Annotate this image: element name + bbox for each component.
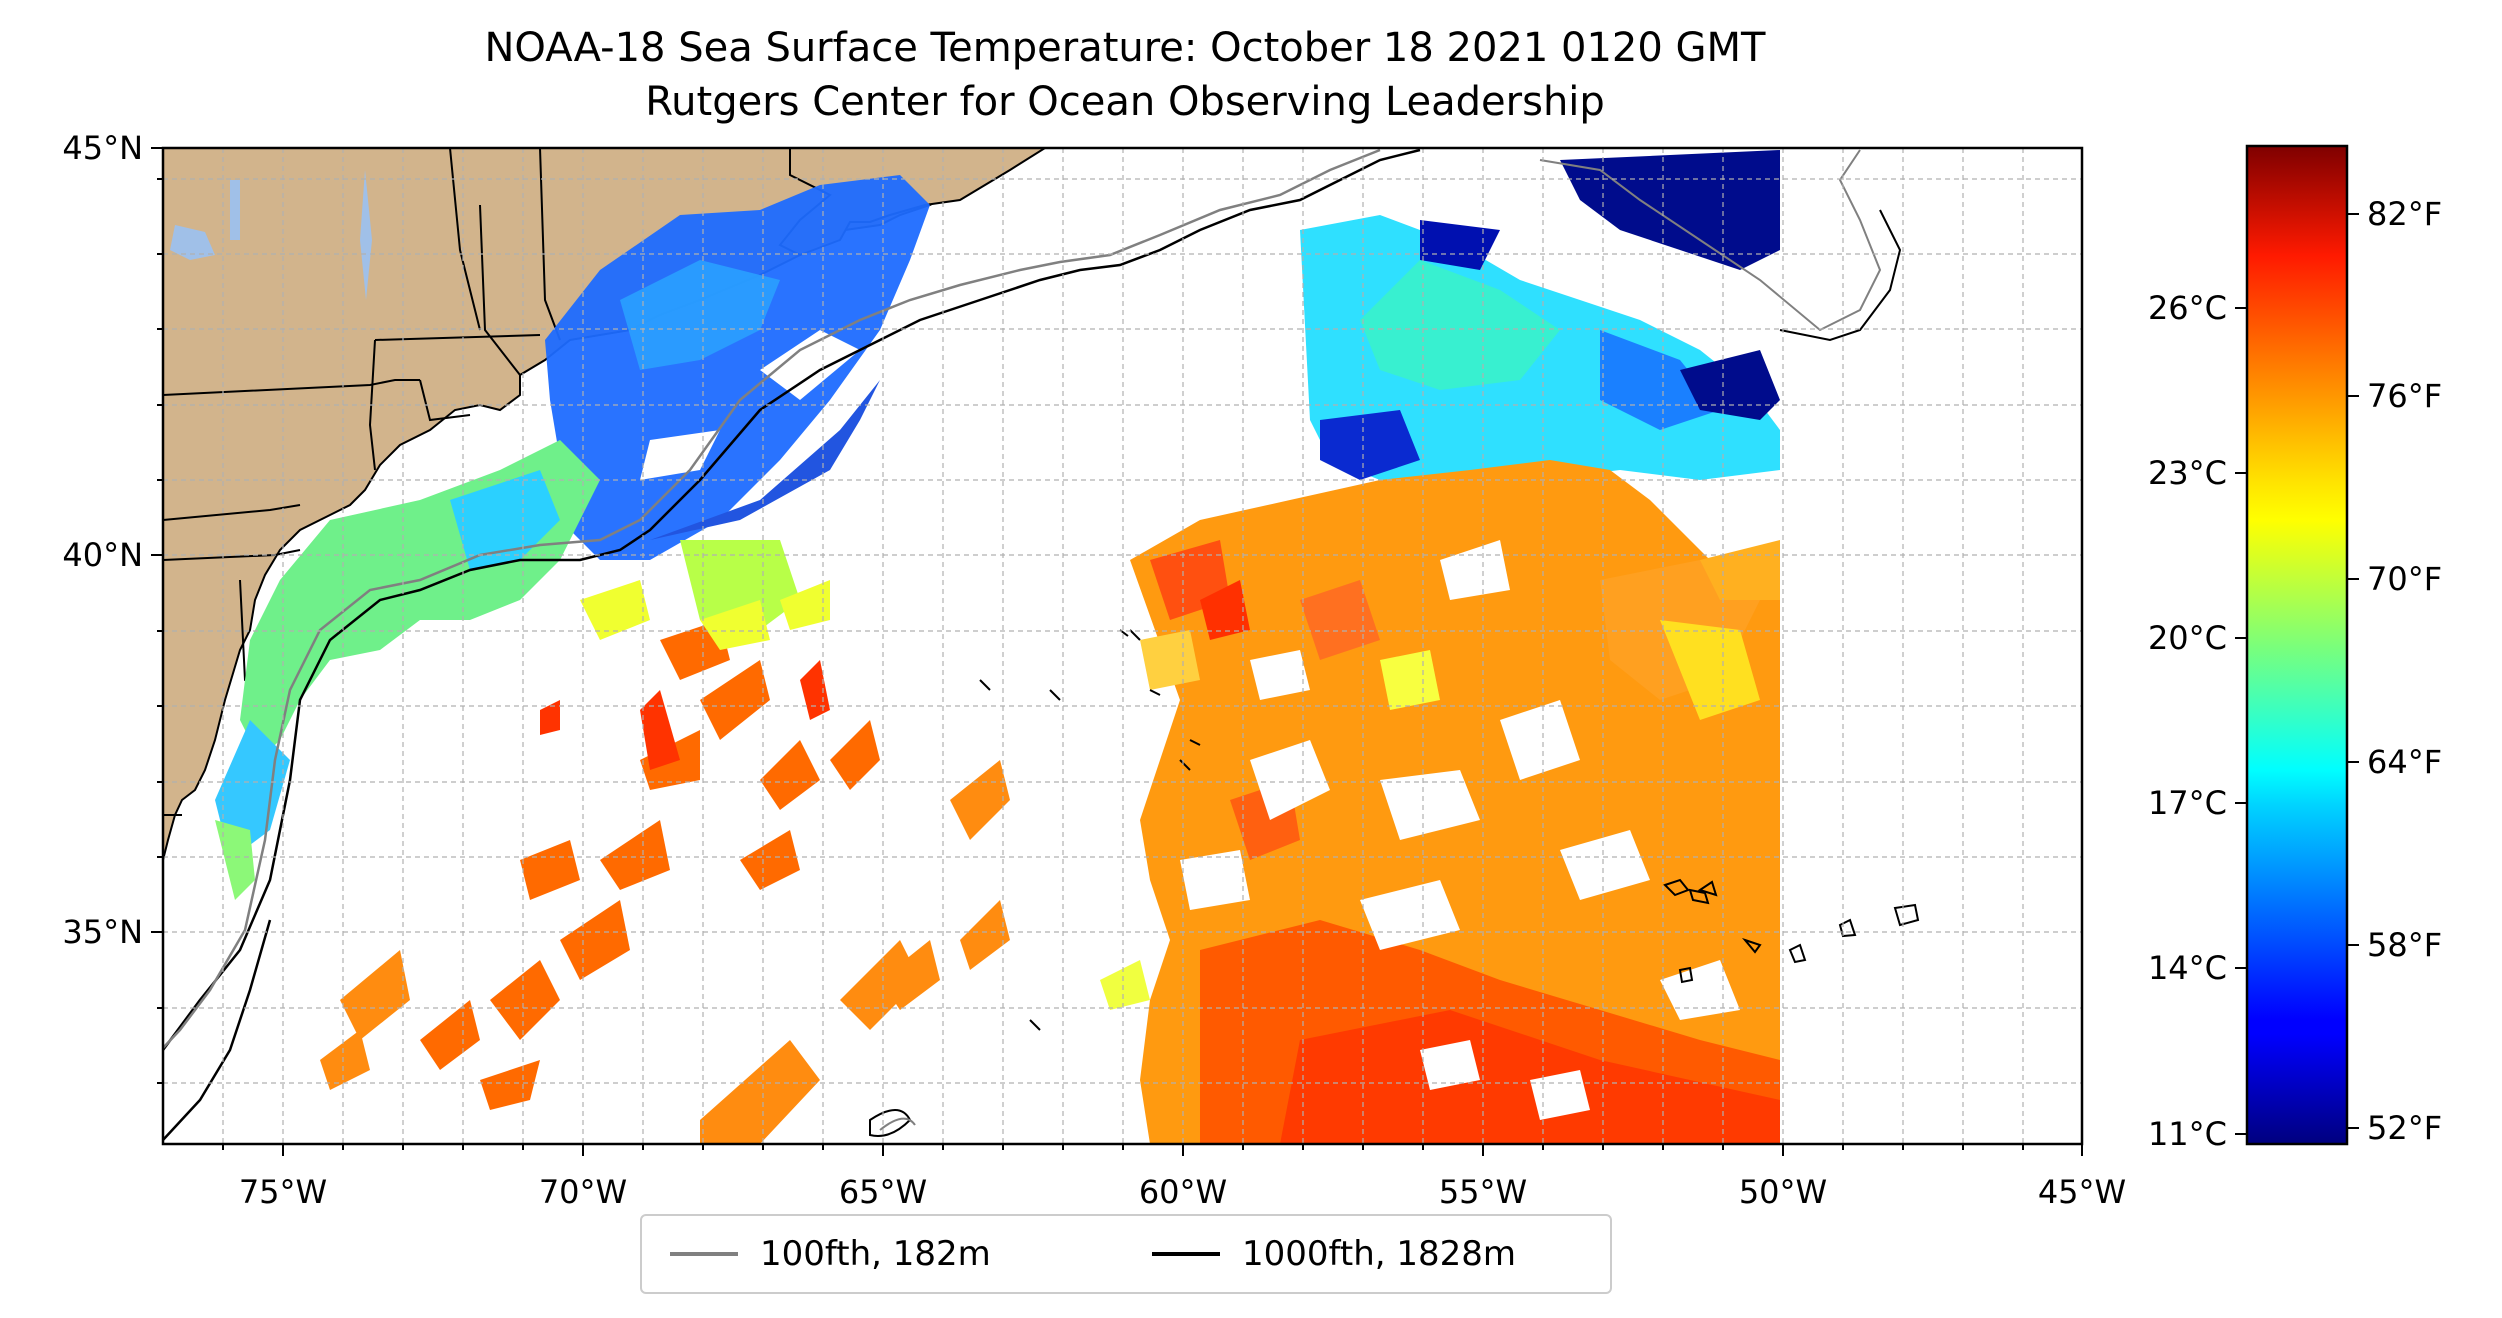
lon-label-75: 75°W [239, 1173, 327, 1211]
f-label-76: 76°F [2367, 377, 2442, 415]
lat-tick-labels: 35°N 40°N 45°N [62, 129, 143, 951]
lat-ticks [151, 147, 163, 1084]
legend-item-1000fth: 1000fth, 1828m [1152, 1216, 1516, 1292]
c-label-23: 23°C [2148, 454, 2227, 492]
bathymetry-contours [163, 148, 1920, 1141]
f-label-64: 64°F [2367, 743, 2442, 781]
legend-label-100fth: 100fth, 182m [760, 1234, 991, 1274]
legend-label-1000fth: 1000fth, 1828m [1242, 1234, 1517, 1274]
f-label-82: 82°F [2367, 195, 2442, 233]
black-line-icon [1152, 1252, 1220, 1256]
chart-title: NOAA-18 Sea Surface Temperature: October… [484, 25, 1766, 71]
f-label-58: 58°F [2367, 926, 2442, 964]
lon-ticks [222, 1144, 2083, 1156]
legend: 100fth, 182m 1000fth, 1828m [640, 1214, 1612, 1294]
lon-label-50: 50°W [1739, 1173, 1827, 1211]
colorbar [2245, 144, 2349, 1146]
chart-subtitle: Rutgers Center for Ocean Observing Leade… [645, 79, 1605, 125]
lon-label-60: 60°W [1139, 1173, 1227, 1211]
gray-line-icon [670, 1252, 738, 1256]
gridlines [163, 148, 2082, 1144]
f-label-52: 52°F [2367, 1109, 2442, 1147]
lat-label-40: 40°N [62, 536, 143, 574]
fahrenheit-labels: 52°F 58°F 64°F 70°F 76°F 82°F [2367, 195, 2442, 1147]
c-label-14: 14°C [2148, 949, 2227, 987]
lakes [170, 170, 372, 300]
c-label-11: 11°C [2148, 1115, 2227, 1153]
state-borders [163, 148, 561, 816]
legend-item-100fth: 100fth, 182m [670, 1216, 991, 1292]
colorbar-ticks [2235, 213, 2359, 1135]
lon-label-45: 45°W [2038, 1173, 2126, 1211]
lat-label-45: 45°N [62, 129, 143, 167]
lon-label-65: 65°W [839, 1173, 927, 1211]
celsius-labels: 11°C 14°C 17°C 20°C 23°C 26°C [2148, 289, 2227, 1153]
lon-label-70: 70°W [539, 1173, 627, 1211]
lon-label-55: 55°W [1439, 1173, 1527, 1211]
c-label-20: 20°C [2148, 619, 2227, 657]
lon-tick-labels: 75°W 70°W 65°W 60°W 55°W 50°W 45°W [239, 1173, 2126, 1211]
c-label-26: 26°C [2148, 289, 2227, 327]
f-label-70: 70°F [2367, 560, 2442, 598]
lat-label-35: 35°N [62, 913, 143, 951]
c-label-17: 17°C [2148, 784, 2227, 822]
